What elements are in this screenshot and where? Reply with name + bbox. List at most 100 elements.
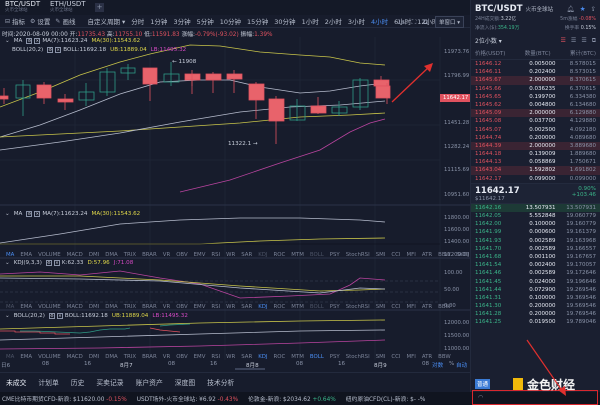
ind-tab[interactable]: WR — [226, 303, 236, 310]
ask-row[interactable]: 11644.13 0.058869 1.750671 — [471, 158, 600, 166]
period-item[interactable]: 3小时 — [347, 18, 365, 26]
bid-row[interactable]: 11641.99 0.000600 19.161379 — [471, 228, 600, 236]
ind-tab[interactable]: RSI — [211, 251, 221, 258]
ind-tab[interactable]: CCI — [391, 251, 401, 258]
ind-tab[interactable]: BBW — [438, 251, 451, 258]
ind-tab[interactable]: SAR — [241, 251, 253, 258]
ind-tab[interactable]: CCI — [391, 303, 401, 310]
ind-tab[interactable]: MFI — [406, 303, 416, 310]
bid-row[interactable]: 11641.25 0.019500 19.789046 — [471, 318, 600, 326]
ind-tab[interactable]: BRAR — [142, 303, 157, 310]
tab-technical-analysis[interactable]: 技术分析 — [207, 378, 235, 387]
ind-tab[interactable]: BBW — [438, 303, 451, 310]
ind-tab[interactable]: DMI — [88, 303, 100, 310]
pair-tab-eth[interactable]: ETH/USDT 火币全球站 — [45, 0, 90, 15]
close-icon[interactable]: ✕ — [55, 47, 62, 53]
ind-tab[interactable]: VR — [162, 353, 171, 360]
ind-tab[interactable]: MA — [6, 303, 15, 310]
tab-depth-chart[interactable]: 深度图 — [174, 378, 196, 387]
tab-history[interactable]: 历史 — [70, 378, 85, 387]
ind-tab[interactable]: KDJ — [258, 353, 268, 360]
tab-trade-records[interactable]: 买卖记录 — [96, 378, 124, 387]
ind-tab[interactable]: WR — [226, 353, 236, 360]
ticker-item[interactable]: 伦敦金-新浪: $2034.62 +0.64% — [248, 394, 336, 403]
alert-icon[interactable]: 🔔︎ — [566, 5, 575, 13]
period-item[interactable]: 1分钟 — [150, 18, 168, 26]
ind-tab[interactable]: VOLUME — [38, 303, 61, 310]
ask-row[interactable]: 11645.65 0.199700 6.334380 — [471, 93, 600, 101]
view-bids-icon[interactable]: ☰ — [581, 36, 587, 44]
ind-tab[interactable]: SAR — [241, 353, 253, 360]
bid-row[interactable]: 11642.05 5.552848 19.060779 — [471, 212, 600, 220]
ind-tab[interactable]: EMV — [193, 303, 206, 310]
ind-tab[interactable]: RSI — [211, 303, 221, 310]
tab-plan-orders[interactable]: 计划单 — [38, 378, 59, 387]
ind-tab[interactable]: BOLL — [309, 353, 324, 360]
ind-tab[interactable]: SKDJ — [456, 251, 470, 258]
collapse-icon[interactable]: ⌄ — [5, 38, 10, 44]
popout-icon[interactable]: ⧉ — [423, 17, 428, 26]
settings-icon[interactable]: ⚙ — [45, 260, 52, 266]
ask-row[interactable]: 11644.74 0.200000 4.089680 — [471, 134, 600, 142]
bid-row[interactable]: 11641.93 0.002589 19.163968 — [471, 237, 600, 245]
ind-tab[interactable]: DMI — [88, 251, 100, 258]
custom-period-dropdown[interactable]: 自定义周期 ▾ — [87, 18, 126, 26]
ask-row[interactable]: 11645.67 2.000000 8.370615 — [471, 76, 600, 85]
ask-row[interactable]: 11646.12 0.005000 8.578015 — [471, 60, 600, 68]
ask-row[interactable]: 11645.08 0.037700 4.129880 — [471, 117, 600, 125]
ind-tab[interactable]: ATR — [421, 303, 433, 310]
bid-row[interactable]: 11641.31 0.100000 19.369546 — [471, 294, 600, 302]
ticker-item[interactable]: CME比特币期货CFD-新浪: $11620.00 -0.15% — [2, 394, 127, 403]
close-icon[interactable]: ✕ — [34, 38, 41, 44]
settings-icon[interactable]: ⚙ — [26, 211, 33, 217]
ind-tab[interactable]: MTM — [291, 303, 304, 310]
add-pair-button[interactable]: + — [95, 3, 104, 12]
ind-tab[interactable]: OBV — [176, 251, 188, 258]
collapse-icon[interactable]: ⌄ — [5, 313, 10, 319]
ind-tab[interactable]: MACD — [66, 303, 83, 310]
ind-tab[interactable]: SMI — [375, 353, 386, 360]
ind-tab[interactable]: VR — [162, 251, 171, 258]
ind-tab[interactable]: ROC — [273, 303, 286, 310]
ask-row[interactable]: 11643.04 1.592802 1.691802 — [471, 166, 600, 175]
ticker-item[interactable]: 纽约原油CFD(CL)-新浪: $- -% — [346, 394, 426, 403]
close-icon[interactable]: ✕ — [34, 211, 41, 217]
ask-row[interactable]: 11646.11 0.202400 8.573015 — [471, 68, 600, 76]
bid-row[interactable]: 11641.28 0.200000 19.769546 — [471, 310, 600, 318]
log-scale-toggle[interactable]: 对数 — [432, 363, 444, 369]
share-icon[interactable]: ⇪ — [590, 5, 596, 13]
ind-tab[interactable]: ATR — [421, 353, 433, 360]
draw-button[interactable]: ✎ 画线 — [55, 16, 75, 27]
ind-tab[interactable]: KDJ — [258, 303, 268, 310]
bid-row[interactable]: 11642.00 0.100000 19.160779 — [471, 220, 600, 228]
pair-tab-btc[interactable]: BTC/USDT 火币全球站 — [0, 0, 45, 15]
depth-precision-dropdown[interactable]: 2位小数 ▾ — [475, 38, 502, 45]
ind-tab[interactable]: MFI — [406, 353, 416, 360]
ask-row[interactable]: 11644.39 2.000000 3.889680 — [471, 141, 600, 151]
ask-row[interactable]: 11645.66 0.036235 6.370615 — [471, 85, 600, 93]
ind-tab[interactable]: EMV — [193, 353, 206, 360]
ind-tab[interactable]: CCI — [391, 353, 401, 360]
ind-tab[interactable]: MTM — [291, 353, 304, 360]
ind-tab[interactable]: DMI — [88, 353, 100, 360]
ind-tab[interactable]: EMA — [20, 303, 33, 310]
view-asks-icon[interactable]: ☰ — [570, 36, 577, 44]
ind-tab[interactable]: MA — [6, 251, 15, 258]
ind-tab[interactable]: SMI — [375, 251, 386, 258]
bid-row[interactable]: 11641.68 0.001100 19.167657 — [471, 253, 600, 261]
ask-row[interactable]: 11645.09 2.000000 6.129880 — [471, 109, 600, 118]
ind-tab[interactable]: StochRSI — [345, 303, 370, 310]
ind-tab[interactable]: MFI — [406, 251, 416, 258]
close-icon[interactable]: ✕ — [53, 260, 60, 266]
ind-tab[interactable]: BRAR — [142, 353, 157, 360]
period-item[interactable]: 2小时 — [324, 18, 342, 26]
ind-tab[interactable]: BOLL — [309, 303, 324, 310]
interval-1s[interactable]: 1s — [397, 18, 405, 26]
ind-tab[interactable]: StochRSI — [345, 251, 370, 258]
ind-tab[interactable]: MTM — [291, 251, 304, 258]
period-item[interactable]: 1小时 — [301, 18, 319, 26]
ind-tab[interactable]: TRIX — [123, 251, 137, 258]
ask-row[interactable]: 11644.18 0.139009 1.889680 — [471, 150, 600, 158]
ind-tab[interactable]: TRIX — [123, 303, 137, 310]
ind-tab[interactable]: DMA — [105, 251, 118, 258]
